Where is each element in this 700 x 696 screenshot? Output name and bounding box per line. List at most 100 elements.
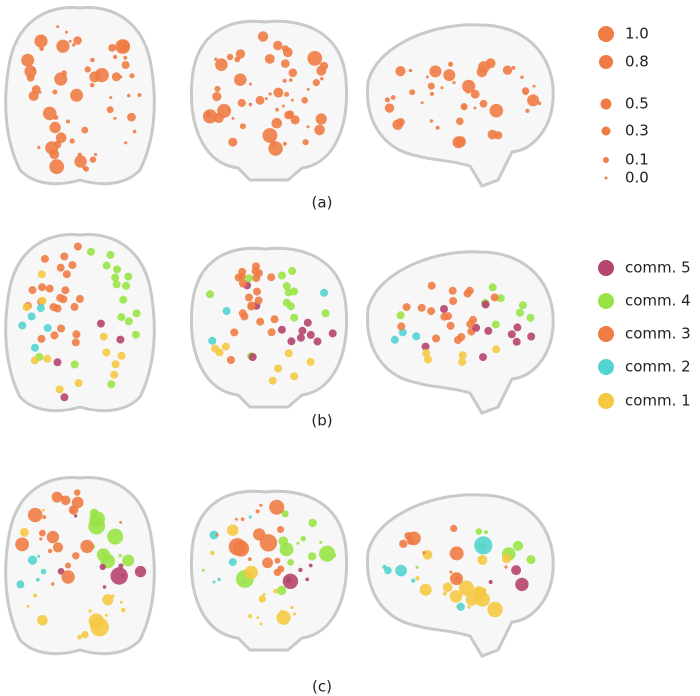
node: [106, 250, 115, 259]
node: [68, 261, 77, 270]
node: [18, 321, 27, 330]
node: [248, 353, 257, 361]
node: [37, 615, 48, 626]
node: [247, 302, 256, 311]
node: [287, 337, 296, 346]
node: [117, 313, 126, 322]
node: [37, 334, 46, 343]
node: [217, 103, 232, 118]
node: [119, 295, 128, 304]
node: [215, 533, 219, 537]
node: [16, 580, 25, 589]
node: [282, 282, 291, 291]
nodes: [15, 25, 542, 640]
node: [282, 78, 287, 83]
node: [415, 576, 420, 581]
node: [419, 583, 432, 596]
legend-marker: [598, 359, 614, 375]
panel-label: (c): [312, 678, 332, 696]
node: [513, 323, 522, 332]
node: [312, 79, 320, 87]
legend-label: comm. 4: [625, 292, 691, 310]
node: [292, 612, 296, 616]
legend-label: 1.0: [625, 25, 649, 43]
node: [66, 119, 70, 124]
node: [131, 330, 140, 339]
node: [27, 555, 38, 565]
node: [268, 376, 277, 385]
node: [20, 528, 29, 537]
node: [42, 106, 57, 121]
node: [411, 578, 416, 583]
node: [275, 107, 279, 112]
node: [65, 562, 71, 569]
node: [43, 324, 52, 332]
node: [472, 323, 481, 332]
node: [489, 103, 504, 118]
node: [395, 66, 406, 77]
node: [39, 46, 44, 51]
node: [38, 296, 47, 305]
node: [417, 303, 426, 312]
node: [132, 129, 137, 134]
node: [209, 530, 219, 540]
legend-marker: [598, 293, 614, 309]
node: [511, 65, 516, 70]
node: [50, 331, 59, 340]
node: [281, 104, 285, 108]
node: [420, 101, 424, 105]
node: [425, 75, 429, 79]
node: [465, 286, 474, 295]
node: [238, 279, 247, 288]
node: [320, 77, 324, 81]
node: [466, 90, 470, 94]
node: [483, 530, 488, 535]
node: [234, 73, 247, 86]
node: [277, 526, 285, 533]
node: [26, 604, 30, 608]
node: [429, 65, 442, 78]
node: [271, 117, 283, 129]
node: [244, 565, 258, 580]
node: [278, 536, 289, 546]
node: [52, 542, 64, 553]
node: [208, 336, 217, 345]
legend-label: 0.8: [625, 53, 649, 71]
legend-marker: [601, 126, 611, 136]
node: [478, 61, 490, 73]
node: [306, 125, 310, 129]
node: [512, 540, 524, 551]
brain-outline: [365, 250, 555, 415]
node: [231, 116, 235, 120]
node: [113, 265, 122, 274]
legend-marker: [600, 98, 612, 110]
node: [35, 577, 40, 582]
node: [321, 309, 330, 318]
node: [111, 360, 120, 369]
node: [24, 65, 37, 78]
node: [52, 89, 58, 95]
node: [443, 69, 456, 82]
node: [230, 328, 239, 337]
node: [89, 508, 99, 518]
node: [392, 119, 404, 130]
node: [448, 61, 454, 67]
node: [479, 99, 488, 108]
node: [259, 503, 263, 507]
node: [222, 307, 231, 315]
node: [212, 580, 216, 584]
node: [516, 308, 524, 317]
node: [409, 89, 416, 96]
node: [53, 358, 62, 367]
node: [214, 57, 218, 61]
legend-label: 0.3: [625, 122, 649, 140]
node: [221, 342, 230, 351]
node: [440, 305, 448, 313]
node: [270, 315, 279, 324]
panel-label: (b): [311, 412, 332, 430]
legend-marker: [598, 26, 614, 42]
node: [37, 145, 41, 150]
node: [118, 563, 124, 569]
node: [475, 528, 483, 535]
node: [395, 564, 407, 577]
